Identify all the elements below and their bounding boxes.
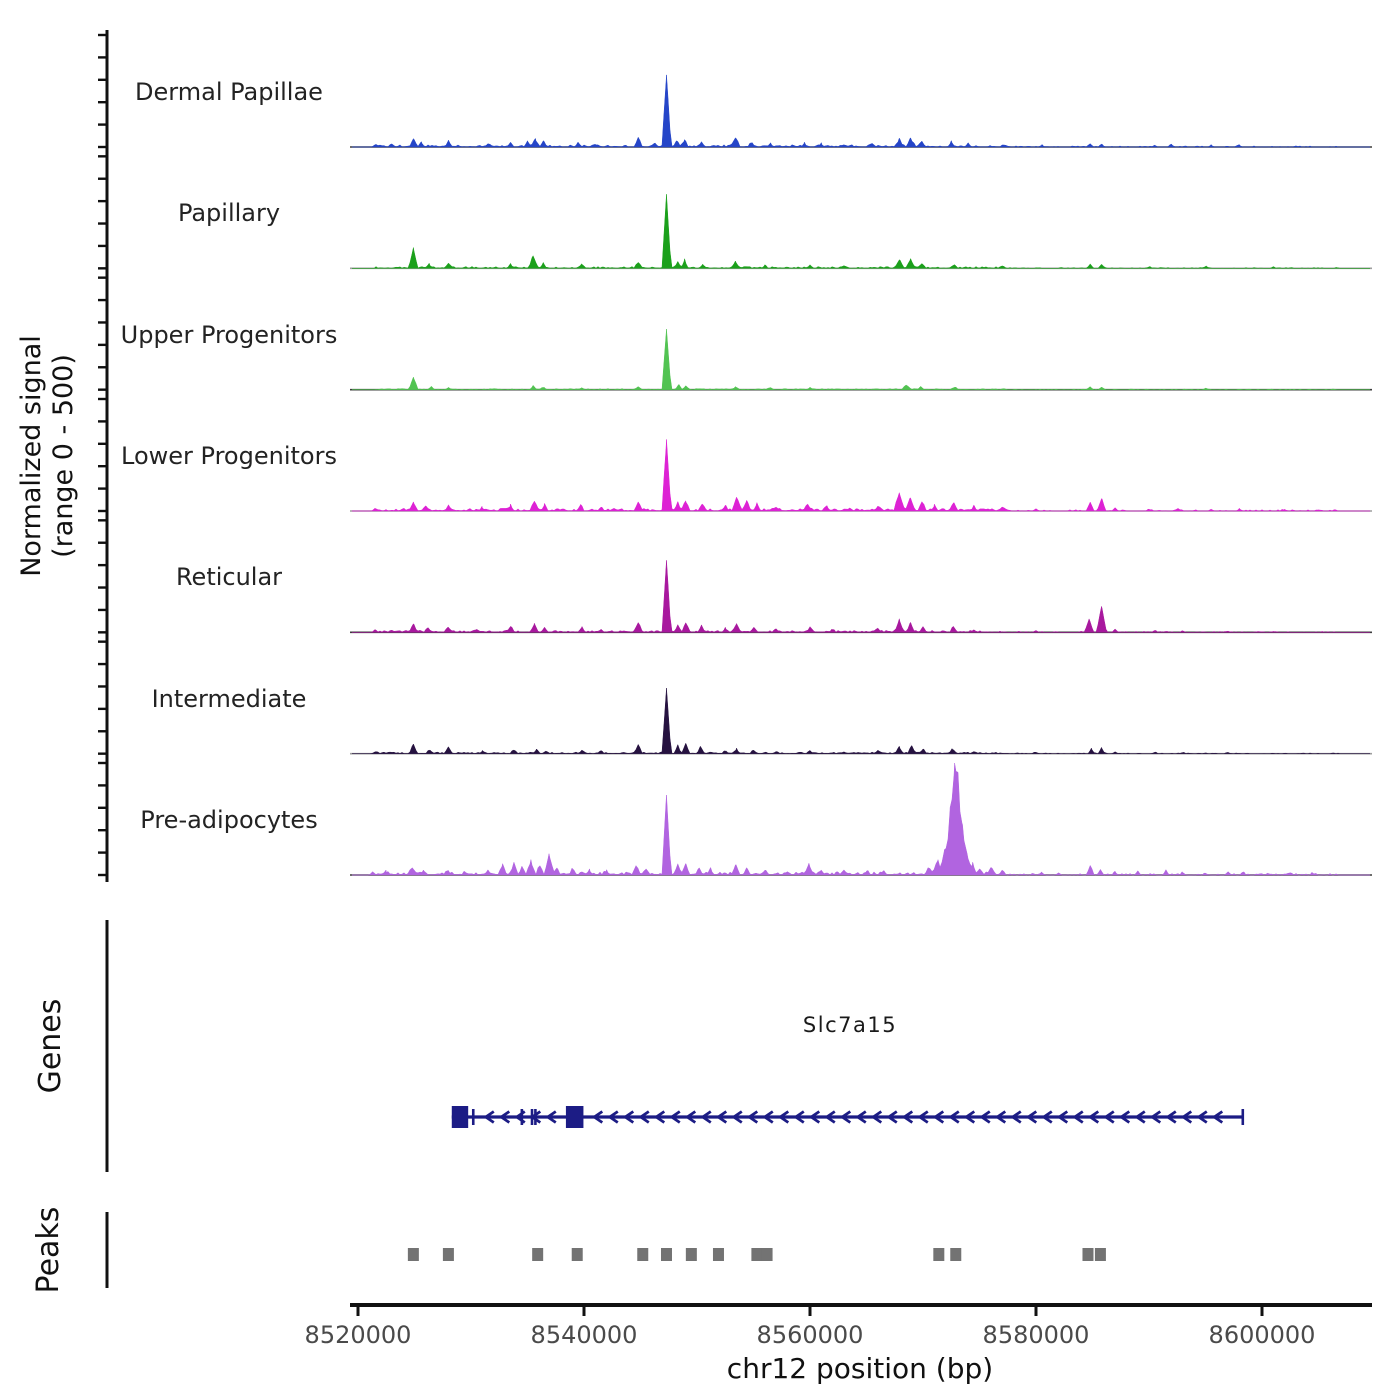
- x-axis: 8520000 8540000 8560000 8580000 8600000 …: [305, 1303, 1372, 1385]
- track-label-papillary: Papillary: [178, 199, 280, 227]
- gene-strand-arrow-left: [1196, 1110, 1208, 1124]
- gene-model: [451, 1106, 1245, 1128]
- signal-tracks: [350, 74, 1372, 876]
- gene-strand-arrow-left: [948, 1110, 960, 1124]
- gene-strand-arrow-left: [1072, 1110, 1084, 1124]
- gene-strand-arrow-left: [1010, 1110, 1022, 1124]
- gene-strand-arrow-left: [715, 1110, 728, 1124]
- gene-strand-arrow-left: [1056, 1110, 1069, 1124]
- gene-strand-arrow-left: [824, 1110, 836, 1124]
- peak-square: [950, 1248, 962, 1261]
- gene-strand-arrow-left: [1041, 1110, 1053, 1124]
- track-label-dermal-papillae: Dermal Papillae: [135, 78, 323, 106]
- signal-area-4: [351, 560, 1371, 633]
- peak-square: [685, 1248, 697, 1261]
- gene-strand-arrow-left: [901, 1110, 914, 1124]
- peaks-track-label: Peaks: [31, 1207, 66, 1294]
- track-label-upper-progenitors: Upper Progenitors: [121, 321, 338, 349]
- peak-square: [761, 1248, 773, 1261]
- signal-area-6: [351, 762, 1371, 876]
- gene-strand-arrow-left: [886, 1110, 898, 1124]
- track-label-pre-adipocytes: Pre-adipocytes: [140, 806, 317, 834]
- peak-square: [407, 1248, 419, 1261]
- gene-strand-arrow-left: [483, 1110, 495, 1124]
- gene-strand-arrow-left: [514, 1110, 526, 1124]
- signal-area-1: [351, 194, 1371, 269]
- y-axis-label-line1: Normalized signal: [16, 335, 47, 577]
- x-tick-8600000: 8600000: [1209, 1321, 1316, 1349]
- gene-strand-arrow-left: [1118, 1110, 1131, 1124]
- gene-strand-arrow-left: [1103, 1110, 1115, 1124]
- gene-strand-arrow-left: [793, 1110, 805, 1124]
- gene-strand-arrow-left: [963, 1110, 976, 1124]
- signal-area-0: [352, 74, 1370, 148]
- peak-square: [933, 1248, 945, 1261]
- peak-square: [712, 1248, 724, 1261]
- gene-strand-arrow-left: [762, 1110, 774, 1124]
- gene-strand-arrow-left: [1134, 1110, 1146, 1124]
- gene-strand-arrow-left: [839, 1110, 852, 1124]
- gene-strand-arrow-left: [746, 1110, 759, 1124]
- gene-strand-arrow-left: [622, 1110, 635, 1124]
- gene-strand-arrow-left: [545, 1110, 557, 1124]
- gene-strand-arrow-left: [1180, 1110, 1193, 1124]
- peak-square: [751, 1248, 763, 1261]
- signal-y-axis-ticks: [98, 33, 107, 877]
- gene-strand-arrow-left: [607, 1110, 619, 1124]
- y-axis-label-line2: (range 0 - 500): [48, 354, 79, 558]
- gene-strand-arrow-left: [808, 1110, 821, 1124]
- gene-strand-arrow-left: [638, 1110, 650, 1124]
- peak-square: [660, 1248, 672, 1261]
- gene-strand-arrow-left: [653, 1110, 666, 1124]
- gene-strand-arrow-left: [700, 1110, 712, 1124]
- gene-exon-box: [451, 1106, 469, 1128]
- peak-square: [1094, 1248, 1106, 1261]
- gene-name-slc7a15: Slc7a15: [803, 1013, 897, 1037]
- peak-square: [442, 1248, 454, 1261]
- genes-track-label: Genes: [33, 999, 68, 1094]
- gene-strand-arrow-left: [1025, 1110, 1038, 1124]
- x-tick-8560000: 8560000: [757, 1321, 864, 1349]
- signal-area-5: [351, 687, 1371, 755]
- gene-strand-arrow-left: [591, 1110, 604, 1124]
- gene-strand-arrow-left: [731, 1110, 743, 1124]
- gene-strand-arrow-left: [932, 1110, 945, 1124]
- peak-square: [637, 1248, 649, 1261]
- gene-strand-arrow-left: [1149, 1110, 1162, 1124]
- signal-y-axis: [98, 30, 109, 882]
- track-label-reticular: Reticular: [176, 563, 282, 591]
- track-label-lower-progenitors: Lower Progenitors: [121, 442, 337, 470]
- signal-area-3: [351, 439, 1371, 512]
- track-label-intermediate: Intermediate: [152, 685, 307, 713]
- gene-strand-arrow-left: [498, 1110, 511, 1124]
- gene-strand-arrow-left: [777, 1110, 790, 1124]
- gene-strand-arrow-left: [979, 1110, 991, 1124]
- gene-strand-arrow-left: [529, 1110, 542, 1124]
- gene-exon-box: [565, 1106, 584, 1128]
- x-tick-8540000: 8540000: [531, 1321, 638, 1349]
- gene-strand-arrow-left: [1087, 1110, 1100, 1124]
- gene-strand-arrow-left: [1211, 1110, 1224, 1124]
- gene-strand-arrow-left: [684, 1110, 697, 1124]
- gene-strand-arrow-left: [994, 1110, 1007, 1124]
- peak-square: [1082, 1248, 1094, 1261]
- peak-square: [532, 1248, 544, 1261]
- x-axis-title: chr12 position (bp): [727, 1352, 993, 1385]
- signal-area-2: [351, 328, 1371, 390]
- peak-square: [571, 1248, 583, 1261]
- gene-strand-arrow-left: [917, 1110, 929, 1124]
- gene-strand-arrow-left: [669, 1110, 681, 1124]
- gene-strand-arrow-left: [870, 1110, 883, 1124]
- peak-squares: [407, 1248, 1106, 1261]
- gene-strand-arrow-left: [855, 1110, 867, 1124]
- gene-strand-arrow-left: [1165, 1110, 1177, 1124]
- x-tick-8580000: 8580000: [983, 1321, 1090, 1349]
- x-tick-8520000: 8520000: [305, 1321, 412, 1349]
